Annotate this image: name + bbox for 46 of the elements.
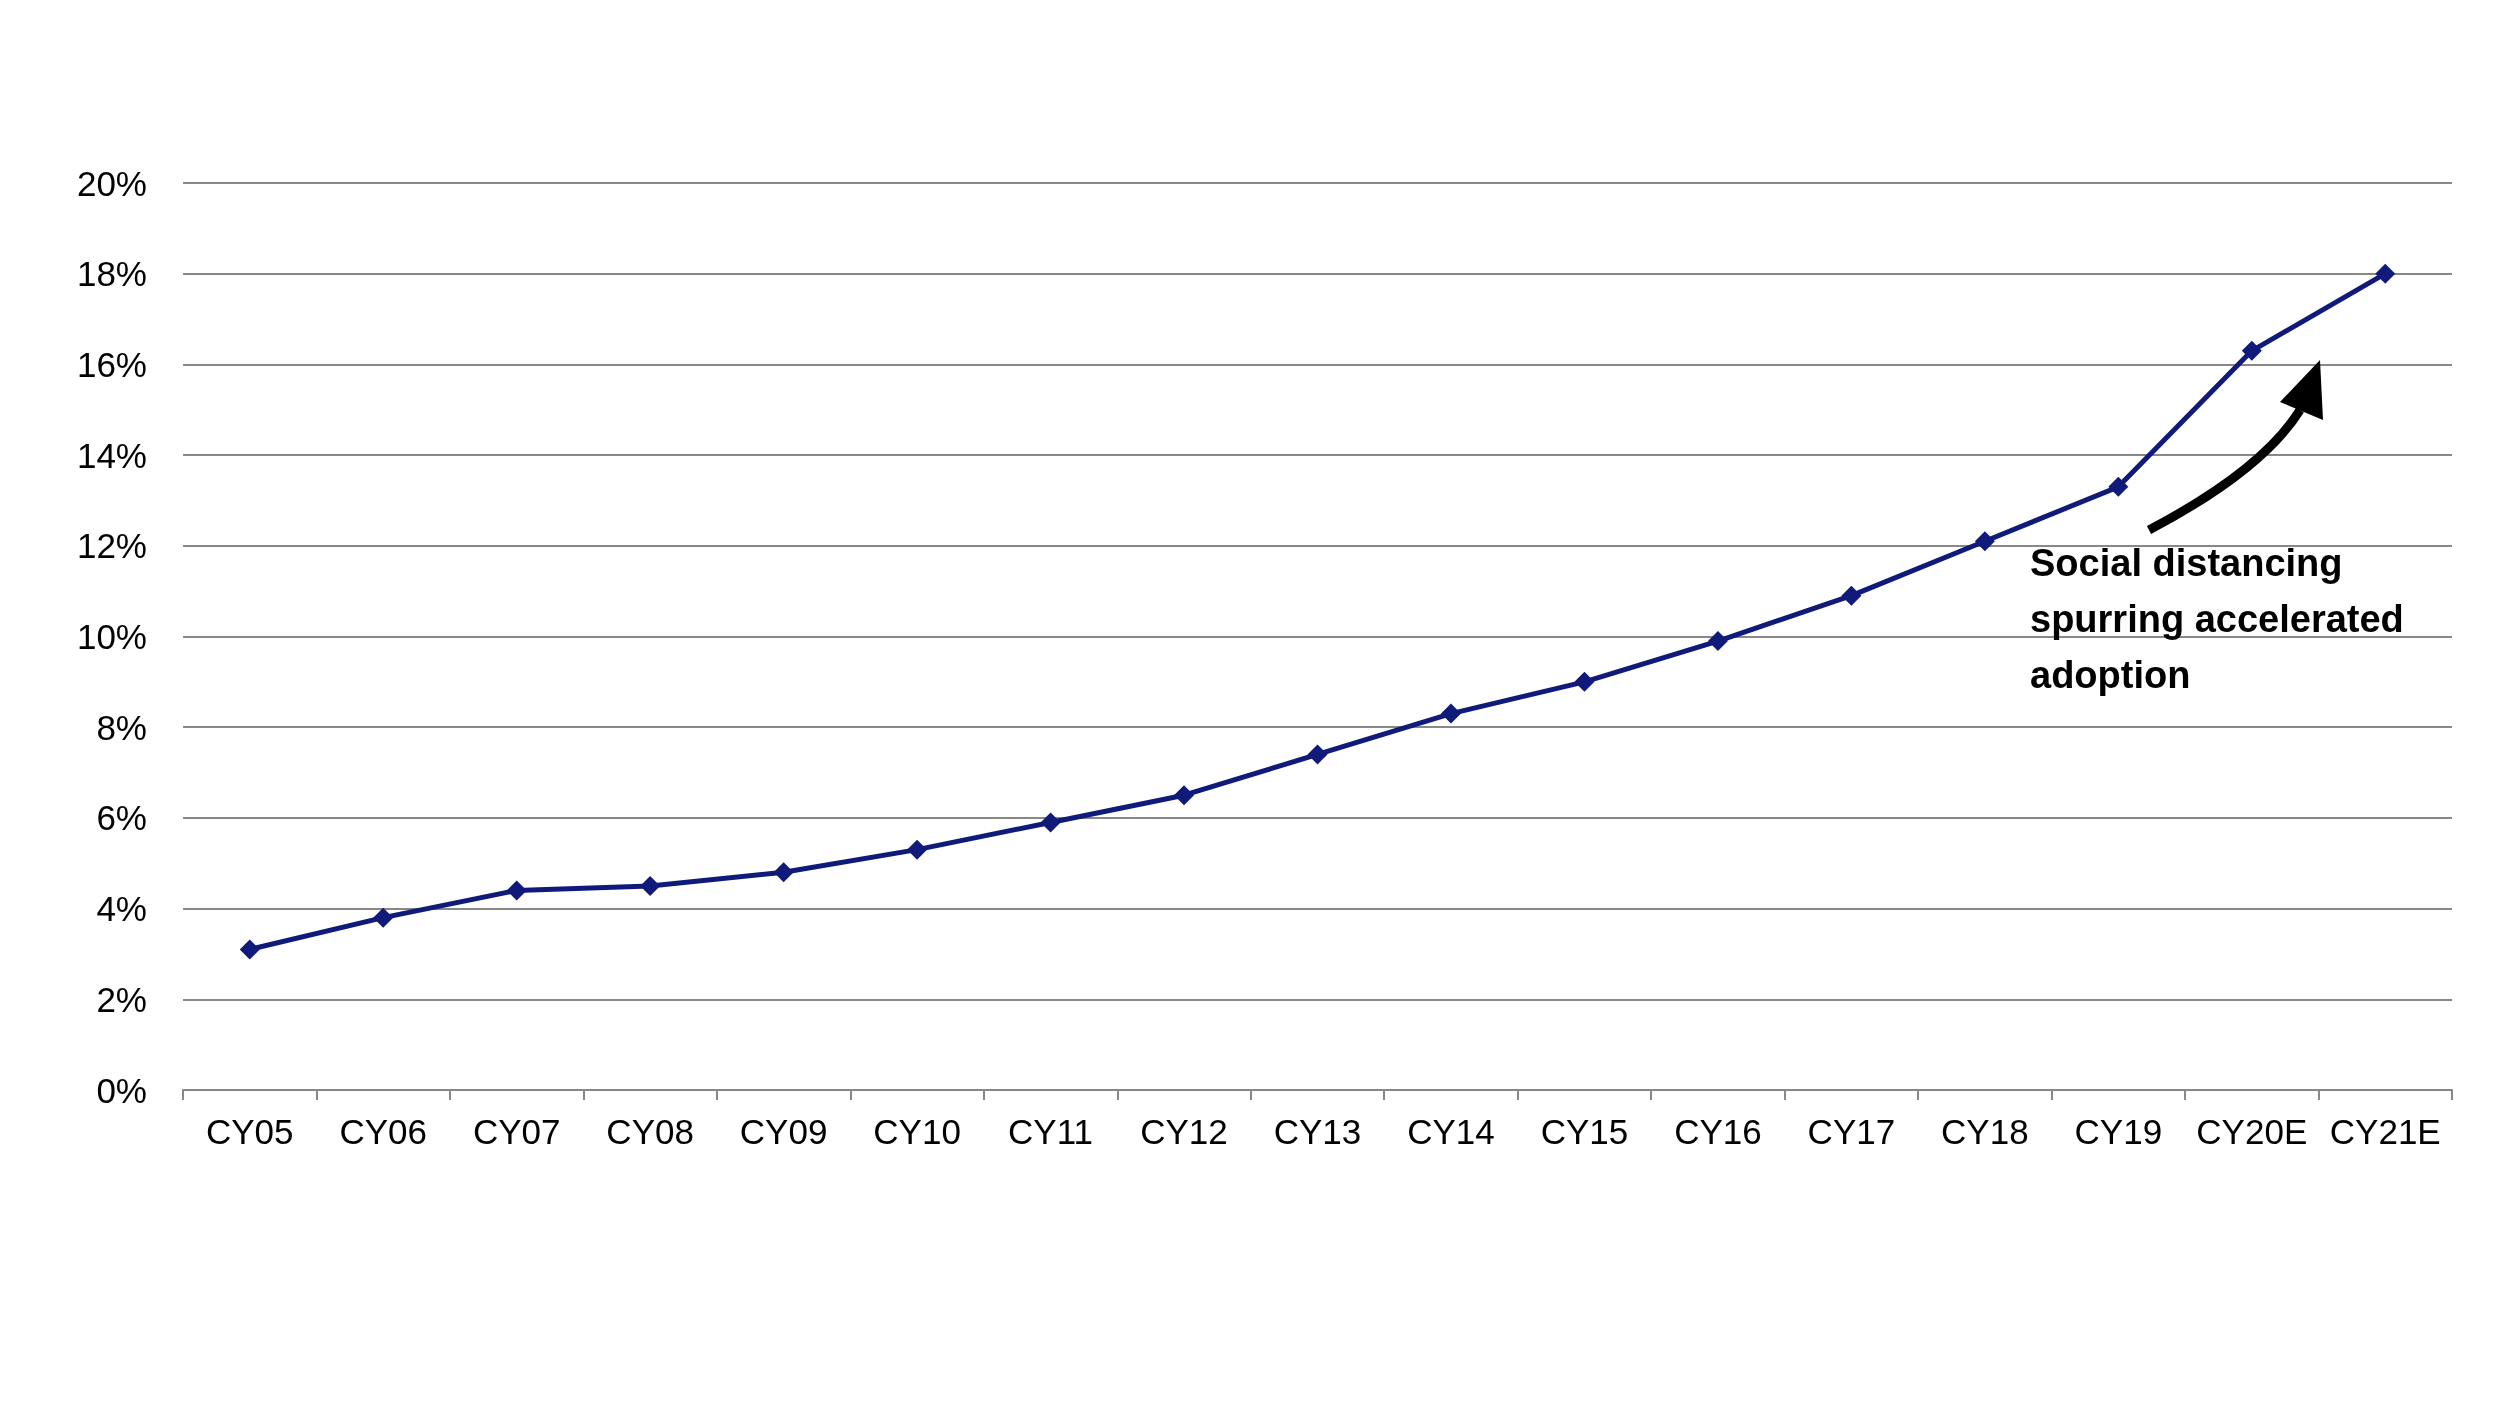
x-tick-label: CY20E: [2196, 1112, 2308, 1151]
point: [2241, 340, 2262, 361]
x-tick-label: CY21E: [2329, 1112, 2441, 1151]
x-tick-label: CY18: [1941, 1112, 2029, 1151]
y-tick-label: 18%: [76, 254, 147, 294]
x-tick-label: CY10: [873, 1112, 961, 1151]
point: [1307, 744, 1328, 765]
y-tick-label: 16%: [76, 344, 147, 384]
point: [239, 939, 260, 960]
x-tick-label: CY05: [205, 1112, 294, 1151]
x-tick-label: CY07: [472, 1112, 561, 1151]
point: [1440, 703, 1461, 724]
y-tick-label: 8%: [96, 707, 147, 747]
x-tick-label: CY14: [1407, 1112, 1495, 1151]
point: [1841, 585, 1862, 606]
point: [1040, 812, 1061, 833]
y-tick-label: 20%: [76, 163, 147, 203]
point: [1174, 785, 1195, 806]
x-tick-label: CY16: [1674, 1112, 1762, 1151]
y-tick-label: 10%: [76, 617, 147, 656]
point: [1574, 671, 1595, 692]
y-tick-label: 2%: [96, 979, 147, 1019]
point: [2375, 263, 2396, 284]
point: [2108, 476, 2129, 497]
point: [640, 875, 661, 896]
point: [506, 880, 527, 901]
x-tick-label: CY13: [1273, 1112, 1362, 1151]
x-tick-label: CY17: [1807, 1112, 1896, 1151]
y-tick-label: 0%: [96, 1070, 147, 1110]
point: [907, 839, 928, 860]
x-tick-label: CY12: [1140, 1112, 1228, 1151]
point: [1974, 531, 1995, 552]
x-tick-label: CY15: [1540, 1112, 1629, 1151]
x-tick-label: CY11: [1008, 1112, 1094, 1151]
y-tick-label: 12%: [76, 526, 147, 566]
point: [1707, 631, 1728, 652]
x-tick-label: CY08: [606, 1112, 694, 1151]
point: [773, 862, 794, 883]
y-tick-label: 6%: [96, 798, 147, 838]
annotation: Social distancing spurring accelerated adoption: [2030, 542, 2404, 696]
x-tick-label: CY06: [339, 1112, 427, 1151]
x-tick-label: CY19: [2074, 1112, 2163, 1151]
y-tick-label: 14%: [76, 435, 147, 475]
x-tick-label: CY09: [739, 1112, 828, 1151]
point: [373, 907, 394, 928]
y-tick-label: 4%: [96, 889, 147, 929]
